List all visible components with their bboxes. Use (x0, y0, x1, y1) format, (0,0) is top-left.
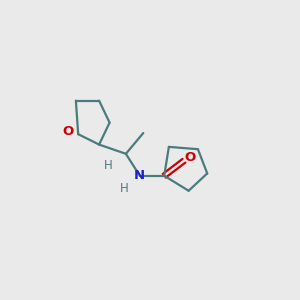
Text: N: N (134, 169, 146, 182)
Text: H: H (120, 182, 129, 195)
Text: O: O (184, 152, 195, 164)
Text: O: O (62, 125, 73, 138)
Text: H: H (104, 159, 113, 172)
